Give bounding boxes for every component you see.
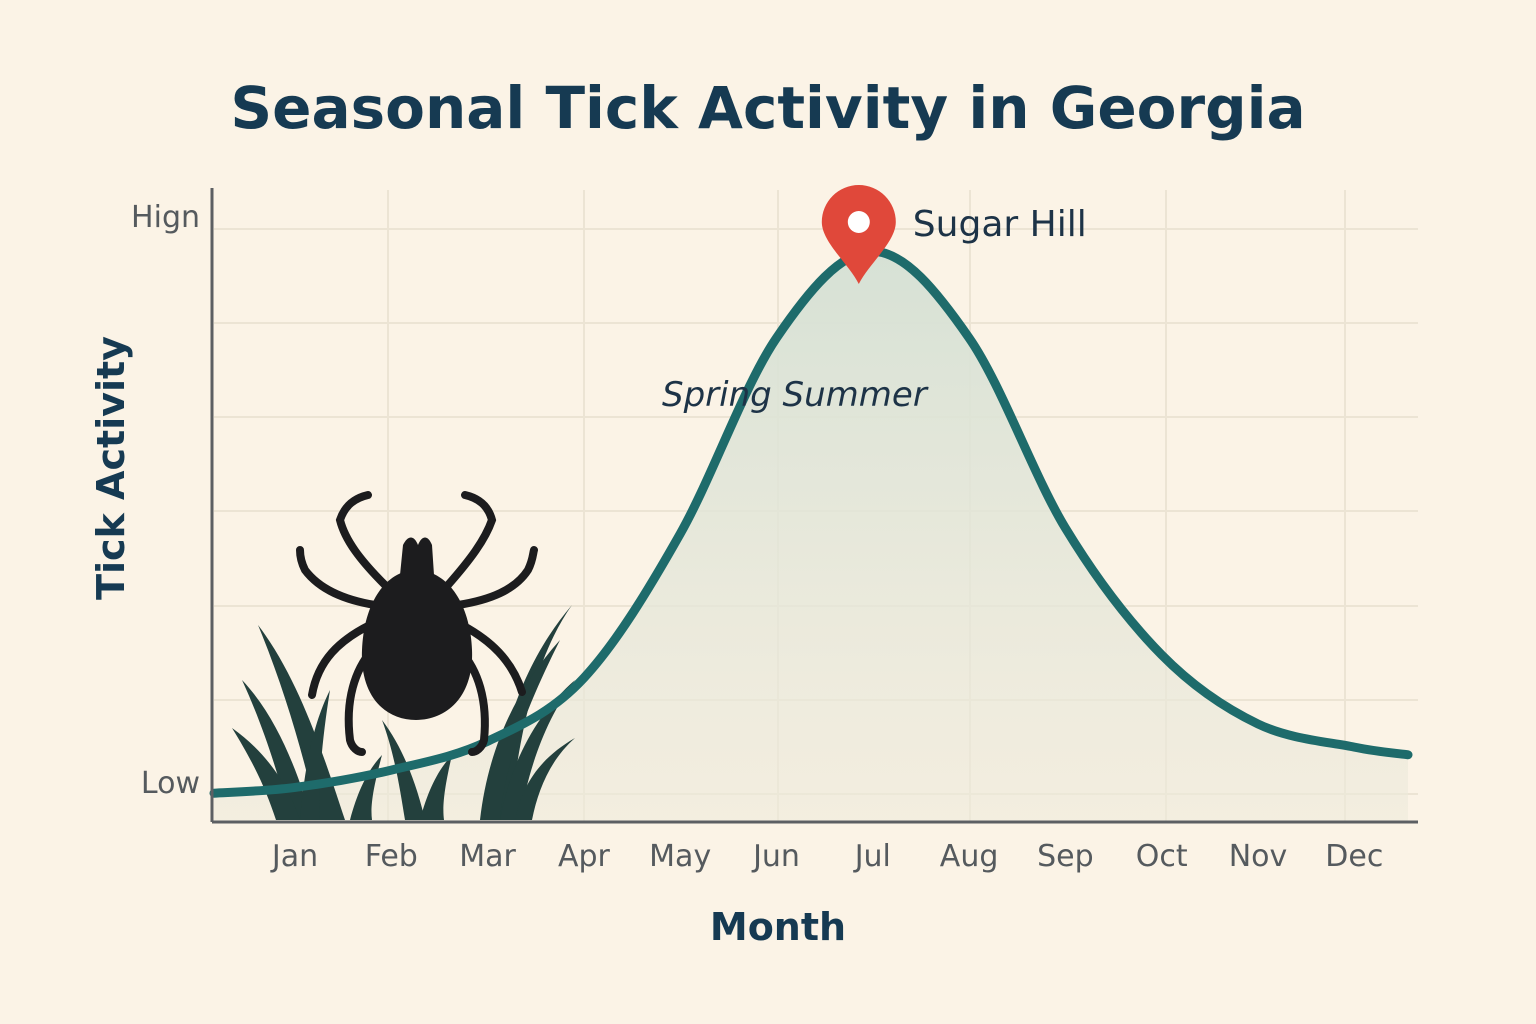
y-axis-title: Tick Activity (89, 336, 133, 600)
y-tick-label: Hign (131, 200, 200, 235)
y-tick-labels: Low Hign (131, 200, 200, 801)
activity-area-fill (214, 251, 1408, 822)
x-tick-label: May (649, 839, 711, 874)
sugar-hill-marker: Sugar Hill (821, 185, 1087, 284)
x-tick-labels: Jan Feb Mar Apr May Jun Jul Aug Sep Oct Nov Dec (270, 839, 1383, 874)
x-tick-label: Jan (270, 839, 318, 874)
tick-icon (296, 491, 538, 756)
x-tick-label: Apr (558, 839, 611, 874)
x-tick-label: Dec (1325, 839, 1383, 874)
x-tick-label: Oct (1136, 839, 1188, 874)
x-tick-label: Nov (1229, 839, 1288, 874)
x-tick-label: Jul (853, 839, 891, 874)
x-axis-title: Month (710, 905, 846, 949)
x-tick-label: Feb (365, 839, 418, 874)
map-pin-icon (821, 185, 896, 284)
axes (210, 188, 1418, 824)
marker-label: Sugar Hill (913, 204, 1087, 245)
map-pin-hole (847, 211, 870, 233)
chart-title: Seasonal Tick Activity in Georgia (230, 74, 1305, 142)
x-tick-label: Mar (459, 839, 516, 874)
activity-line (209, 246, 1413, 798)
season-annotation: Spring Summer (662, 375, 929, 415)
y-tick-label: Low (141, 766, 200, 801)
x-tick-label: Jun (751, 839, 800, 874)
x-tick-label: Aug (940, 839, 999, 874)
x-tick-label: Sep (1037, 839, 1094, 874)
